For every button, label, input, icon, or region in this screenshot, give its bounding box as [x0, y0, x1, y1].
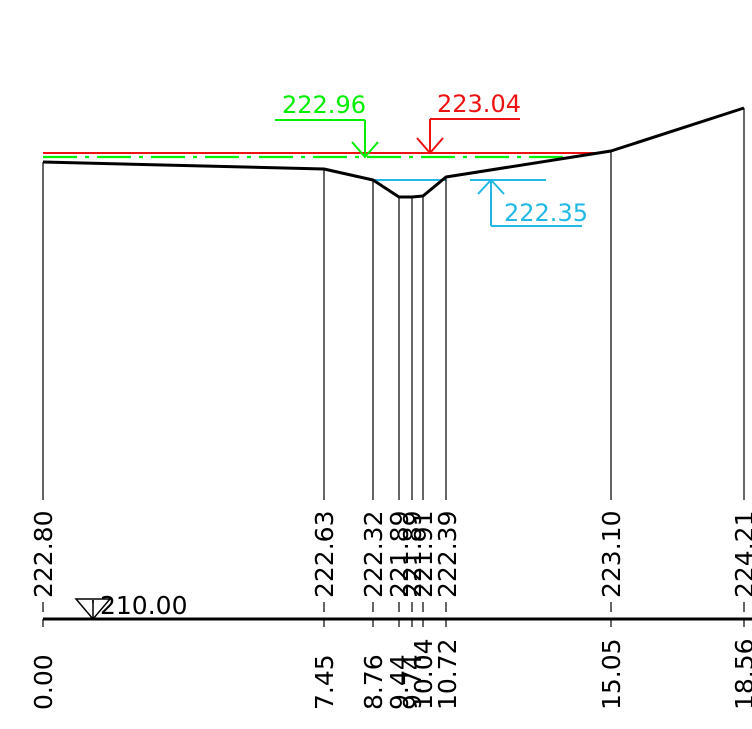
- water-level-label-222-96: 222.96: [282, 91, 366, 119]
- distance-labels: 0.00 7.45 8.76 9.44 9.74 10.04 10.72 15.…: [29, 638, 752, 710]
- distance-label: 15.05: [597, 638, 626, 710]
- elevation-label: 222.63: [310, 511, 339, 598]
- datum-label: 210.00: [100, 591, 187, 620]
- distance-label: 10.72: [433, 638, 462, 710]
- elevation-label: 222.80: [29, 511, 58, 598]
- elevation-label: 221.89: [398, 511, 427, 598]
- distance-label: 7.45: [310, 654, 339, 710]
- water-level-label-223-04: 223.04: [437, 90, 521, 118]
- distance-ticks: [42, 619, 745, 627]
- water-level-label-222-35: 222.35: [504, 199, 588, 227]
- water-level-annotation-222-35: [470, 178, 582, 227]
- elevation-label: 221.89: [385, 511, 414, 598]
- elevation-label: 223.10: [597, 511, 626, 598]
- distance-label: 10.04: [409, 638, 438, 710]
- distance-label: 9.44: [385, 654, 414, 710]
- distance-label: 9.74: [398, 654, 427, 710]
- elevation-label: 224.21: [730, 511, 752, 598]
- elevation-label: 222.39: [433, 511, 462, 598]
- distance-label: 18.56: [730, 638, 752, 710]
- water-level-annotation-222-96: [275, 119, 379, 159]
- water-level-annotation-223-04: [416, 118, 520, 155]
- elevation-label: 222.32: [359, 511, 388, 598]
- distance-label: 0.00: [29, 654, 58, 710]
- station-verticals: [42, 108, 745, 500]
- distance-label: 8.76: [359, 654, 388, 710]
- elevation-ticks: [42, 602, 745, 612]
- elevation-labels: 222.80 222.63 222.32 221.89 221.89 221.9…: [29, 511, 752, 598]
- datum-marker-icon: [74, 598, 112, 621]
- elevation-label: 221.91: [409, 511, 438, 598]
